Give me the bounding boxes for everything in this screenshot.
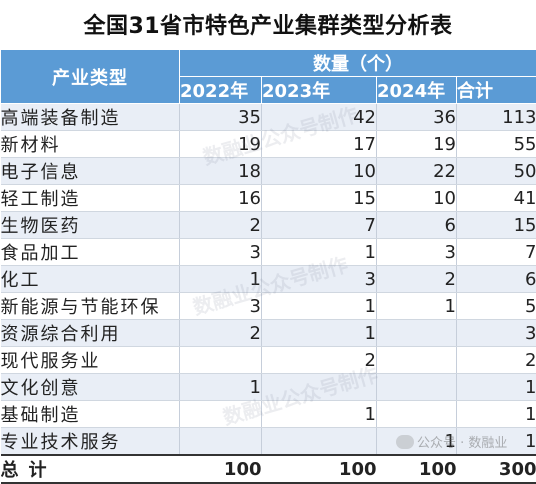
count-cell-2023: 1 <box>262 239 377 266</box>
count-cell-2023 <box>262 428 377 456</box>
industry-type-cell: 现代服务业 <box>1 347 180 374</box>
count-cell-2024: 3 <box>377 239 457 266</box>
count-cell-2023: 42 <box>262 104 377 131</box>
count-cell-2024: 6 <box>377 212 457 239</box>
count-cell-2023: 15 <box>262 185 377 212</box>
industry-type-cell: 基础制造 <box>1 401 180 428</box>
count-cell-2022: 2 <box>180 320 262 347</box>
row-total-cell: 15 <box>457 212 536 239</box>
count-cell-2022: 3 <box>180 293 262 320</box>
count-cell-2022: 16 <box>180 185 262 212</box>
header-total: 合计 <box>457 77 536 104</box>
row-total-cell: 1 <box>457 374 536 401</box>
count-cell-2023: 1 <box>262 401 377 428</box>
count-cell-2024: 19 <box>377 131 457 158</box>
count-cell-2023: 1 <box>262 293 377 320</box>
count-cell-2022: 1 <box>180 374 262 401</box>
total-2023: 100 <box>262 455 377 483</box>
count-cell-2023: 17 <box>262 131 377 158</box>
total-sum: 300 <box>457 455 536 483</box>
industry-type-cell: 高端装备制造 <box>1 104 180 131</box>
count-cell-2022: 3 <box>180 239 262 266</box>
header-year-2023: 2023年 <box>262 77 377 104</box>
industry-type-cell: 资源综合利用 <box>1 320 180 347</box>
count-cell-2024: 36 <box>377 104 457 131</box>
count-cell-2023: 7 <box>262 212 377 239</box>
industry-type-cell: 轻工制造 <box>1 185 180 212</box>
industry-type-cell: 食品加工 <box>1 239 180 266</box>
industry-type-cell: 新材料 <box>1 131 180 158</box>
count-cell-2024: 2 <box>377 266 457 293</box>
row-total-cell: 2 <box>457 347 536 374</box>
count-cell-2022: 1 <box>180 266 262 293</box>
count-cell-2024 <box>377 320 457 347</box>
table-row: 现代服务业 2 2 <box>1 347 536 374</box>
count-cell-2024 <box>377 401 457 428</box>
count-cell-2022 <box>180 347 262 374</box>
total-row: 总计 100 100 100 300 <box>1 455 536 483</box>
count-cell-2023: 3 <box>262 266 377 293</box>
count-cell-2022: 18 <box>180 158 262 185</box>
total-2024: 100 <box>377 455 457 483</box>
row-total-cell: 7 <box>457 239 536 266</box>
row-total-cell: 1 <box>457 401 536 428</box>
industry-type-cell: 专业技术服务 <box>1 428 180 456</box>
total-label: 总计 <box>1 455 180 483</box>
industry-type-cell: 化工 <box>1 266 180 293</box>
count-cell-2022: 35 <box>180 104 262 131</box>
wechat-badge-label: 公众号 · 数融业 <box>417 432 507 451</box>
count-cell-2024: 10 <box>377 185 457 212</box>
count-cell-2023: 10 <box>262 158 377 185</box>
row-total-cell: 50 <box>457 158 536 185</box>
industry-type-cell: 生物医药 <box>1 212 180 239</box>
industry-type-cell: 新能源与节能环保 <box>1 293 180 320</box>
table-row: 基础制造 1 1 <box>1 401 536 428</box>
table-title: 全国31省市特色产业集群类型分析表 <box>0 0 536 48</box>
count-cell-2023 <box>262 374 377 401</box>
header-count-group: 数量（个） <box>180 50 536 77</box>
header-year-2024: 2024年 <box>377 77 457 104</box>
count-cell-2024: 22 <box>377 158 457 185</box>
count-cell-2022 <box>180 428 262 456</box>
row-total-cell: 5 <box>457 293 536 320</box>
count-cell-2023: 2 <box>262 347 377 374</box>
count-cell-2022: 19 <box>180 131 262 158</box>
count-cell-2024: 1 <box>377 293 457 320</box>
industry-type-cell: 电子信息 <box>1 158 180 185</box>
total-2022: 100 <box>180 455 262 483</box>
row-total-cell: 55 <box>457 131 536 158</box>
wechat-icon <box>396 435 414 449</box>
row-total-cell: 113 <box>457 104 536 131</box>
count-cell-2022 <box>180 401 262 428</box>
count-cell-2022: 2 <box>180 212 262 239</box>
industry-type-cell: 文化创意 <box>1 374 180 401</box>
header-industry-type: 产业类型 <box>1 50 180 104</box>
count-cell-2024 <box>377 347 457 374</box>
row-total-cell: 3 <box>457 320 536 347</box>
wechat-badge: 公众号 · 数融业 <box>396 432 507 451</box>
count-cell-2024 <box>377 374 457 401</box>
count-cell-2023: 1 <box>262 320 377 347</box>
row-total-cell: 6 <box>457 266 536 293</box>
header-year-2022: 2022年 <box>180 77 262 104</box>
row-total-cell: 41 <box>457 185 536 212</box>
